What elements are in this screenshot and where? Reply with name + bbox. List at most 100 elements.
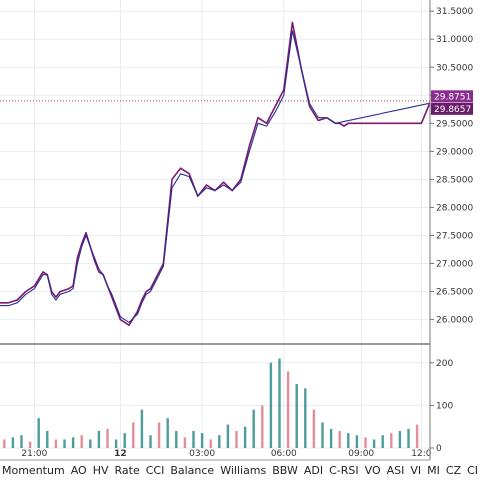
indicator-c-rsi[interactable]: C-RSI xyxy=(329,463,359,477)
volume-bar xyxy=(28,441,32,448)
time-tick-label: 12:0 xyxy=(411,449,431,459)
volume-bar xyxy=(11,437,15,448)
indicator-vi[interactable]: VI xyxy=(410,463,422,477)
price-tick-label: 26.0000 xyxy=(436,316,473,326)
volume-bar xyxy=(140,409,144,448)
volume-bar xyxy=(355,435,359,448)
volume-bar xyxy=(192,430,195,448)
volume-bar xyxy=(97,430,101,448)
indicator-a-d[interactable]: A/D xyxy=(481,464,484,477)
volume-bar xyxy=(390,433,393,448)
volume-bar xyxy=(304,388,307,448)
time-tick-label: 09:00 xyxy=(348,449,374,459)
volume-bar xyxy=(338,430,341,448)
grid xyxy=(0,0,430,449)
volume-bar xyxy=(398,430,402,448)
indicator-rate[interactable]: Rate xyxy=(114,463,140,477)
indicator-adi[interactable]: ADI xyxy=(303,463,324,477)
last-price-label: 29.8751 xyxy=(434,92,471,102)
indicator-balance[interactable]: Balance xyxy=(170,463,215,477)
price-tick-label: 29.0000 xyxy=(436,147,473,157)
volume-bar xyxy=(37,418,40,448)
indicator-vo[interactable]: VO xyxy=(364,463,381,477)
time-tick-label: 21:00 xyxy=(21,449,47,459)
volume-bar xyxy=(243,426,247,448)
price-tick-label: 27.5000 xyxy=(436,231,473,241)
price-tick-label: 28.0000 xyxy=(436,203,473,213)
last-price-label-bg xyxy=(431,90,473,103)
volume-bar xyxy=(321,422,324,448)
volume-bar xyxy=(364,437,367,448)
indicator-momentum[interactable]: Momentum xyxy=(2,463,65,477)
volume-bar xyxy=(209,439,212,448)
volume-bar xyxy=(200,433,204,448)
indicator-bbw[interactable]: BBW xyxy=(272,463,298,477)
volume-bar xyxy=(278,358,281,448)
volume-bars xyxy=(3,358,419,448)
volume-bar xyxy=(295,384,298,448)
price-tick-label: 26.5000 xyxy=(436,288,473,298)
volume-bar xyxy=(106,428,109,448)
price-tick-label: 27.0000 xyxy=(436,260,473,270)
indicator-asi[interactable]: ASI xyxy=(386,463,405,477)
volume-bar xyxy=(46,430,49,448)
indicator-mi[interactable]: MI xyxy=(427,463,440,477)
last-price-label-bg xyxy=(431,102,473,115)
series-lines xyxy=(0,21,431,327)
volume-bar xyxy=(71,437,75,448)
last-price-labels: 29.8751 29.8657 xyxy=(431,90,473,115)
volume-bar xyxy=(149,435,152,448)
volume-bar xyxy=(123,433,126,448)
volume-bar xyxy=(166,418,169,448)
time-tick-label: 06:00 xyxy=(271,449,297,459)
series-line-price xyxy=(0,21,431,327)
volume-bar xyxy=(218,435,221,448)
volume-bar xyxy=(63,439,66,448)
time-tick-label: 03:00 xyxy=(189,449,215,459)
last-price-label: 29.8657 xyxy=(434,105,471,115)
price-tick-label: 28.5000 xyxy=(436,175,473,185)
volume-bar xyxy=(54,439,58,448)
volume-bar xyxy=(347,433,350,448)
indicator-ao[interactable]: AO xyxy=(70,463,87,477)
volume-bar xyxy=(114,439,118,448)
volume-bar xyxy=(407,428,410,448)
volume-tick-label: 0 xyxy=(436,444,442,454)
volume-tick-label: 100 xyxy=(436,401,453,411)
volume-bar xyxy=(226,424,230,448)
indicator-cci[interactable]: CCI xyxy=(145,463,165,477)
price-tick-label: 29.5000 xyxy=(436,119,473,129)
volume-bar xyxy=(20,435,23,448)
volume-bar xyxy=(157,422,161,448)
indicator-toolbar: Momentum AO HV Rate CCI Balance Williams BBW ADI… xyxy=(0,461,484,479)
volume-bar xyxy=(132,422,135,448)
time-tick-label: 12 xyxy=(114,449,127,459)
volume-bar xyxy=(252,409,255,448)
volume-bar xyxy=(312,409,316,448)
volume-tick-label: 200 xyxy=(436,359,453,369)
volume-bar xyxy=(329,428,333,448)
indicator-hv[interactable]: HV xyxy=(92,463,109,477)
volume-bar xyxy=(372,439,376,448)
volume-bar xyxy=(235,430,238,448)
volume-bar xyxy=(183,437,187,448)
indicator-ci[interactable]: CI xyxy=(467,463,479,477)
indicator-williams[interactable]: Williams xyxy=(220,463,267,477)
series-line-average xyxy=(0,30,431,323)
indicator-cz[interactable]: CZ xyxy=(445,463,462,477)
volume-bar xyxy=(269,362,273,448)
axes: 31.500031.000030.500030.000029.500029.00… xyxy=(0,0,473,461)
volume-bar xyxy=(3,439,6,448)
price-tick-label: 30.5000 xyxy=(436,63,473,73)
volume-bar xyxy=(89,439,92,448)
volume-bar xyxy=(175,430,178,448)
volume-bar xyxy=(415,424,419,448)
price-tick-label: 31.0000 xyxy=(436,35,473,45)
price-tick-label: 31.5000 xyxy=(436,7,473,17)
volume-bar xyxy=(381,435,384,448)
volume-bar xyxy=(286,371,290,448)
volume-bar xyxy=(80,435,83,448)
volume-bar xyxy=(261,405,264,448)
